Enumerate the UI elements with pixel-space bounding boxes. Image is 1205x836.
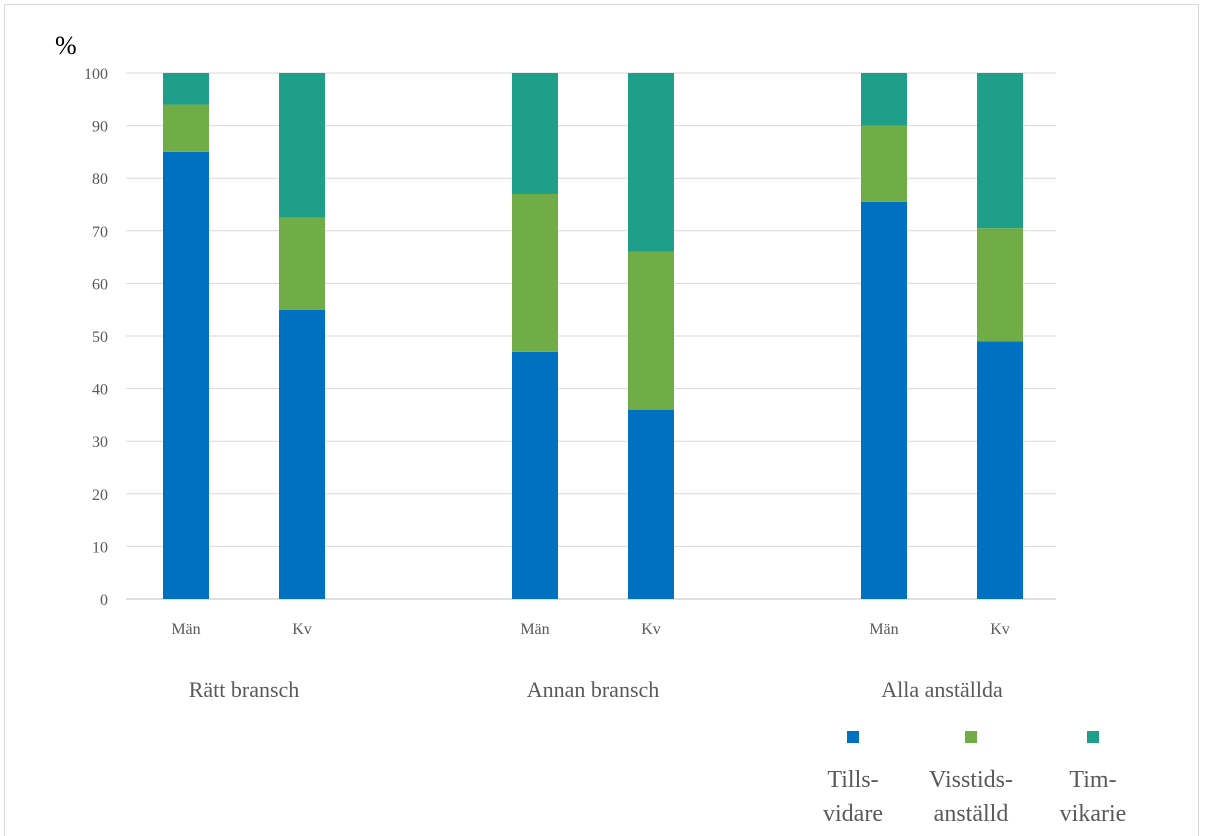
legend-label: vidare: [823, 801, 883, 827]
group-labels: Rätt bransch Annan bransch Alla anställda: [189, 677, 1003, 702]
group-label: Rätt bransch: [189, 677, 300, 702]
legend-swatch: [1087, 731, 1099, 743]
legend-label: Tills-: [827, 767, 878, 793]
y-axis-ticks: 0 10 20 30 40 50 60 70 80 90 100: [84, 66, 108, 609]
bar-segment: [628, 73, 674, 252]
bar-segment: [628, 251, 674, 410]
y-axis-unit-label: %: [55, 31, 77, 60]
y-tick-label: 70: [92, 224, 108, 241]
category-label: Kv: [990, 621, 1010, 638]
y-tick-label: 40: [92, 382, 108, 399]
bar-segment: [977, 73, 1023, 229]
y-tick-label: 90: [92, 119, 108, 136]
category-label: Kv: [292, 621, 312, 638]
bars: [163, 73, 1023, 599]
group-label: Annan bransch: [527, 677, 660, 702]
y-tick-label: 50: [92, 329, 108, 346]
bar-segment: [279, 73, 325, 218]
bar-segment: [512, 73, 558, 194]
legend-label: vikarie: [1060, 801, 1127, 827]
y-tick-label: 10: [92, 539, 108, 556]
bar-segment: [279, 217, 325, 310]
bar-segment: [861, 73, 907, 126]
legend-swatch: [965, 731, 977, 743]
y-tick-label: 80: [92, 171, 108, 188]
category-label: Kv: [641, 621, 661, 638]
category-label: Män: [520, 621, 549, 638]
chart-frame: [4, 4, 1199, 836]
bar-segment: [512, 351, 558, 599]
bar-segment: [977, 228, 1023, 342]
bar-segment: [163, 104, 209, 152]
y-tick-label: 20: [92, 487, 108, 504]
bar-segment: [861, 201, 907, 599]
legend: Tills-vidare Visstids-anställd Tim-vikarie: [823, 731, 1126, 827]
bar-segment: [861, 125, 907, 202]
bar-segment: [279, 309, 325, 599]
y-tick-label: 60: [92, 276, 108, 293]
bar-segment: [977, 341, 1023, 599]
legend-label: Tim-: [1069, 767, 1116, 793]
bar-segment: [628, 409, 674, 599]
y-tick-label: 30: [92, 434, 108, 451]
legend-swatch: [847, 731, 859, 743]
y-tick-label: 100: [84, 66, 108, 83]
group-label: Alla anställda: [881, 677, 1003, 702]
legend-label: Visstids-: [929, 767, 1013, 793]
category-label: Män: [869, 621, 898, 638]
y-tick-label: 0: [100, 592, 108, 609]
category-labels: Män Kv Män Kv Män Kv: [171, 621, 1009, 638]
bar-segment: [163, 151, 209, 599]
category-label: Män: [171, 621, 200, 638]
legend-label: anställd: [934, 801, 1009, 827]
bar-segment: [512, 193, 558, 352]
bar-segment: [163, 73, 209, 105]
gridlines: [126, 72, 1056, 600]
